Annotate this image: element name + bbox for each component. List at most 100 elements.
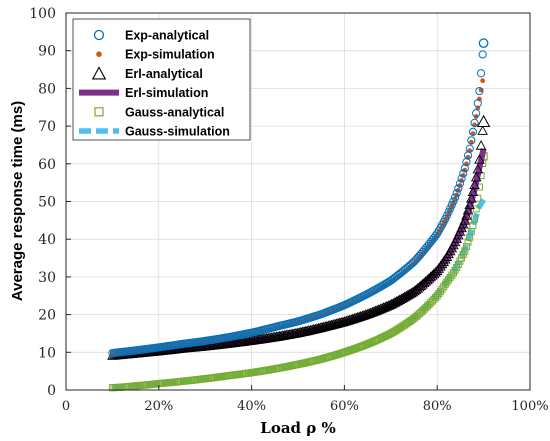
y-tick-label: 100	[29, 6, 56, 22]
y-tick-label: 40	[38, 232, 56, 248]
x-tick-label: 20%	[144, 399, 173, 414]
data-point	[427, 269, 438, 280]
data-point	[478, 38, 489, 49]
data-point	[353, 311, 365, 322]
data-point	[461, 210, 472, 220]
data-point	[470, 171, 482, 182]
data-point	[457, 174, 466, 183]
data-point	[425, 271, 436, 282]
data-point	[475, 140, 487, 150]
y-tick-label: 10	[38, 345, 56, 361]
data-point	[358, 309, 370, 320]
y-tick-label: 60	[38, 157, 56, 173]
x-tick-label: 100%	[511, 399, 548, 414]
data-point	[475, 86, 484, 96]
y-tick-label: 80	[38, 81, 56, 97]
y-tick-label: 90	[38, 44, 56, 60]
x-axis-label: Load ρ %	[260, 419, 335, 437]
y-axis-ticks: 0 10 20 30 40 50 60 70 80 90 100	[29, 6, 71, 399]
legend-label: Gauss-analytical	[125, 105, 224, 119]
data-point	[371, 304, 383, 315]
legend-item: Gauss-analytical	[94, 105, 224, 119]
data-point	[465, 144, 474, 153]
data-point	[405, 287, 417, 298]
y-tick-label: 70	[38, 119, 56, 135]
data-point	[373, 304, 384, 314]
data-point	[469, 179, 480, 190]
data-point	[480, 78, 486, 84]
data-point	[370, 305, 381, 316]
x-tick-label: 40%	[237, 399, 266, 414]
data-point	[355, 310, 367, 321]
data-point	[455, 179, 465, 188]
legend-label: Erl-analytical	[125, 67, 203, 81]
legend-label: Gauss-simulation	[125, 125, 230, 139]
data-point	[464, 199, 475, 209]
legend-marker-triangle	[91, 66, 107, 80]
series-exp-analytical	[108, 38, 489, 358]
series-gauss-analytical	[108, 152, 488, 392]
data-point	[478, 50, 487, 59]
data-point	[476, 114, 491, 128]
data-point	[450, 193, 460, 202]
series-layer	[107, 38, 491, 392]
data-point	[472, 109, 481, 118]
legend-label: Exp-analytical	[125, 29, 209, 43]
y-tick-label: 50	[38, 195, 56, 211]
data-point	[468, 127, 478, 136]
data-point	[476, 69, 486, 78]
data-point	[357, 310, 368, 321]
data-point	[466, 192, 477, 203]
data-point	[360, 309, 372, 319]
x-tick-label: 0	[62, 399, 70, 414]
data-point	[467, 186, 479, 196]
legend-item: Exp-analytical	[93, 29, 209, 43]
data-point	[477, 125, 488, 135]
data-point	[462, 243, 470, 251]
data-point	[375, 303, 386, 314]
data-point	[446, 204, 455, 213]
series-erl-analytical	[107, 114, 491, 360]
data-point	[471, 215, 479, 223]
data-point	[474, 154, 485, 164]
legend-item: Erl-simulation	[79, 86, 208, 100]
legend-label: Exp-simulation	[125, 48, 215, 62]
data-point	[464, 238, 472, 246]
legend-item: Erl-analytical	[91, 66, 203, 81]
data-point	[459, 169, 468, 178]
data-point	[452, 189, 461, 198]
legend: Exp-analytical Exp-simulation Erl-analytic…	[72, 18, 251, 141]
legend-marker-dot	[96, 51, 102, 57]
x-tick-label: 80%	[423, 399, 452, 414]
data-point	[470, 118, 479, 127]
data-point	[473, 99, 482, 108]
data-point	[469, 222, 477, 230]
data-point	[477, 96, 482, 102]
data-point	[459, 214, 471, 225]
data-point	[363, 308, 375, 318]
y-tick-label: 0	[47, 383, 56, 399]
data-point	[461, 247, 469, 255]
data-point	[428, 268, 440, 279]
y-axis-label: Average response time (ms)	[9, 101, 26, 301]
data-point	[467, 136, 476, 145]
x-axis-ticks: 0 20% 40% 60% 80% 100%	[62, 385, 549, 414]
legend-marker-square	[94, 107, 104, 117]
legend-label: Erl-simulation	[125, 86, 208, 100]
data-point	[362, 308, 373, 319]
data-point	[368, 306, 380, 316]
data-point	[454, 184, 463, 193]
data-point	[449, 197, 458, 206]
y-tick-label: 30	[38, 270, 56, 286]
x-tick-label: 60%	[330, 399, 359, 414]
data-point	[462, 204, 474, 215]
data-point	[472, 163, 484, 174]
data-point	[447, 200, 456, 210]
legend-item: Gauss-simulation	[79, 125, 230, 139]
legend-item: Exp-simulation	[96, 48, 215, 62]
y-tick-label: 20	[38, 308, 56, 324]
data-point	[460, 164, 469, 173]
data-point	[365, 307, 376, 318]
legend-marker-circle	[93, 29, 105, 41]
